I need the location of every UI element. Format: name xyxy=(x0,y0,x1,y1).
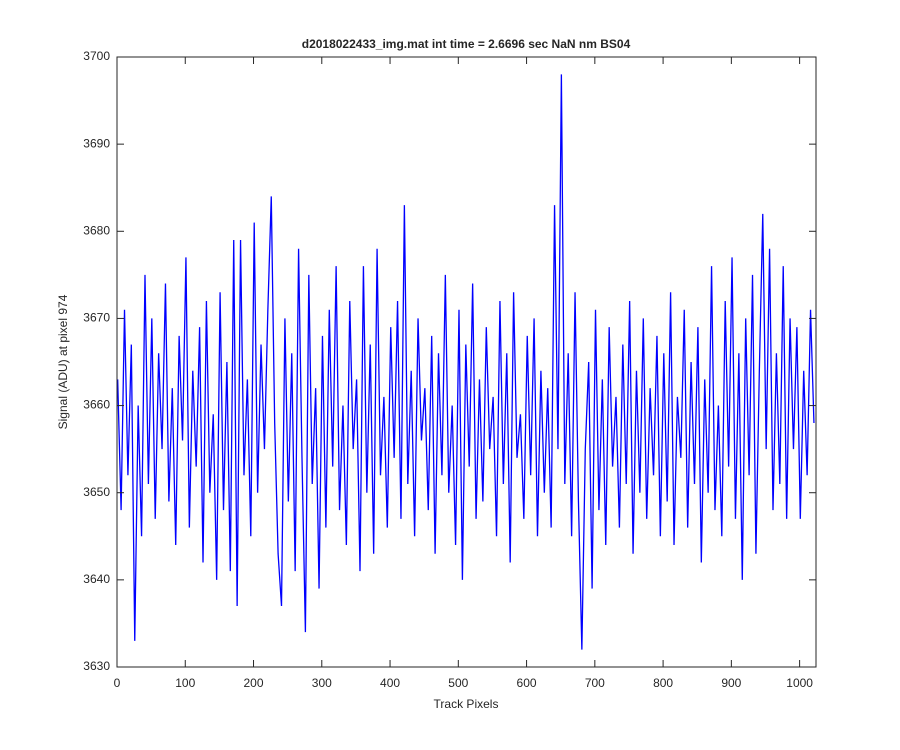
plot-frame xyxy=(116,56,817,668)
x-tick-label: 400 xyxy=(380,676,400,690)
x-tick-label: 300 xyxy=(312,676,332,690)
y-tick-label: 3680 xyxy=(83,223,110,237)
x-tick-label: 0 xyxy=(114,676,121,690)
y-tick-label: 3700 xyxy=(83,49,110,63)
chart-title: d2018022433_img.mat int time = 2.6696 se… xyxy=(302,37,631,51)
x-axis-label: Track Pixels xyxy=(434,697,499,711)
x-tick-label: 500 xyxy=(448,676,468,690)
x-tick-label: 800 xyxy=(653,676,673,690)
y-tick-label: 3660 xyxy=(83,398,110,412)
y-axis-label: Signal (ADU) at pixel 974 xyxy=(56,294,70,429)
x-tick-label: 100 xyxy=(175,676,195,690)
x-tick-label: 600 xyxy=(517,676,537,690)
y-tick-label: 3690 xyxy=(83,136,110,150)
x-tick-label: 200 xyxy=(244,676,264,690)
x-tick-label: 700 xyxy=(585,676,605,690)
y-tick-label: 3670 xyxy=(83,311,110,325)
y-tick-label: 3630 xyxy=(83,659,110,673)
y-tick-label: 3650 xyxy=(83,485,110,499)
y-tick-label: 3640 xyxy=(83,572,110,586)
x-tick-label: 1000 xyxy=(786,676,813,690)
x-tick-label: 900 xyxy=(721,676,741,690)
data-line xyxy=(117,74,815,650)
